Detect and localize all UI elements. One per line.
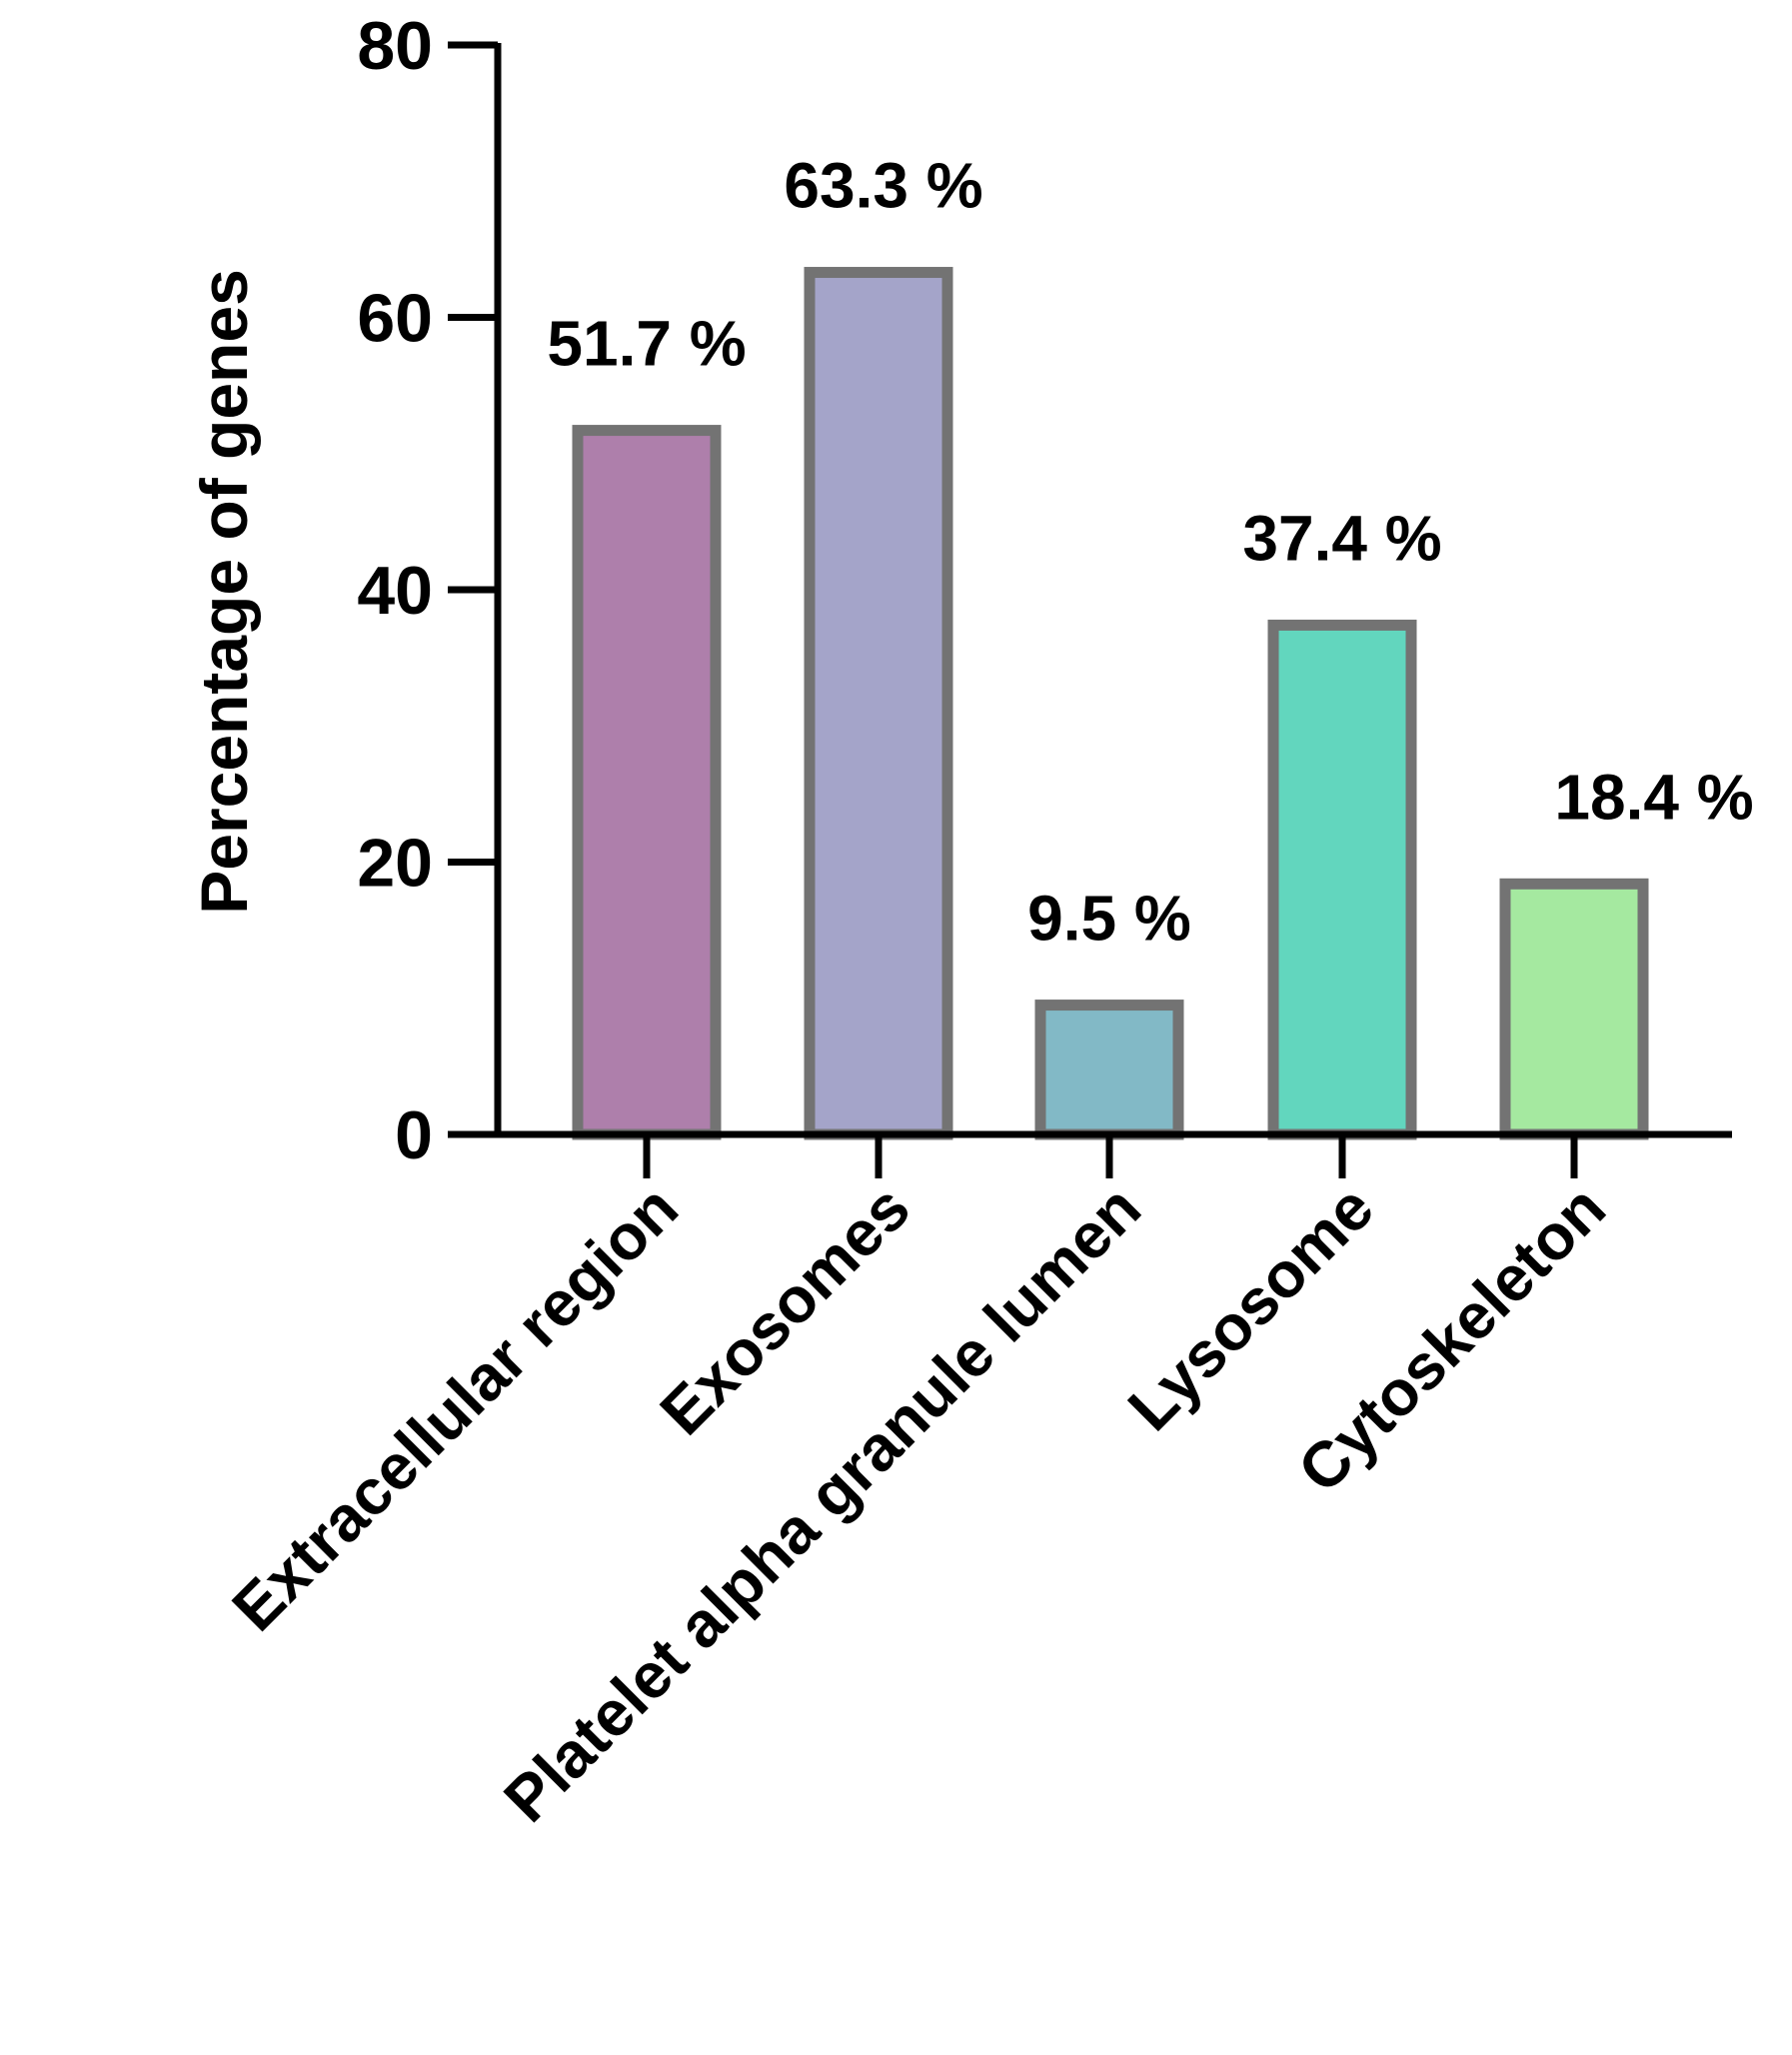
bar-value-label: 63.3 % xyxy=(784,150,982,222)
bar xyxy=(1267,619,1417,1140)
bar-value-label: 51.7 % xyxy=(547,308,746,380)
data-labels: 51.7 % 63.3 % 9.5 % 37.4 % 18.4 % xyxy=(547,150,1753,955)
y-tick-label: 0 xyxy=(395,1097,433,1173)
bar-value-label: 18.4 % xyxy=(1554,761,1753,833)
y-tick-label: 40 xyxy=(357,553,433,629)
bar xyxy=(1499,878,1649,1140)
bar xyxy=(572,425,722,1140)
x-tick-label: Extracellular region xyxy=(218,1171,691,1644)
bar-value-label: 9.5 % xyxy=(1027,883,1191,955)
bar-value-label: 37.4 % xyxy=(1242,502,1441,574)
bar xyxy=(804,267,953,1140)
y-axis-title: Percentage of genes xyxy=(187,269,261,915)
y-ticks: 0 20 40 60 80 xyxy=(357,8,498,1173)
bar xyxy=(1034,1000,1184,1140)
y-tick-label: 60 xyxy=(357,281,433,357)
y-tick-label: 80 xyxy=(357,8,433,84)
bars-layer xyxy=(572,267,1649,1140)
y-tick-label: 20 xyxy=(357,826,433,902)
